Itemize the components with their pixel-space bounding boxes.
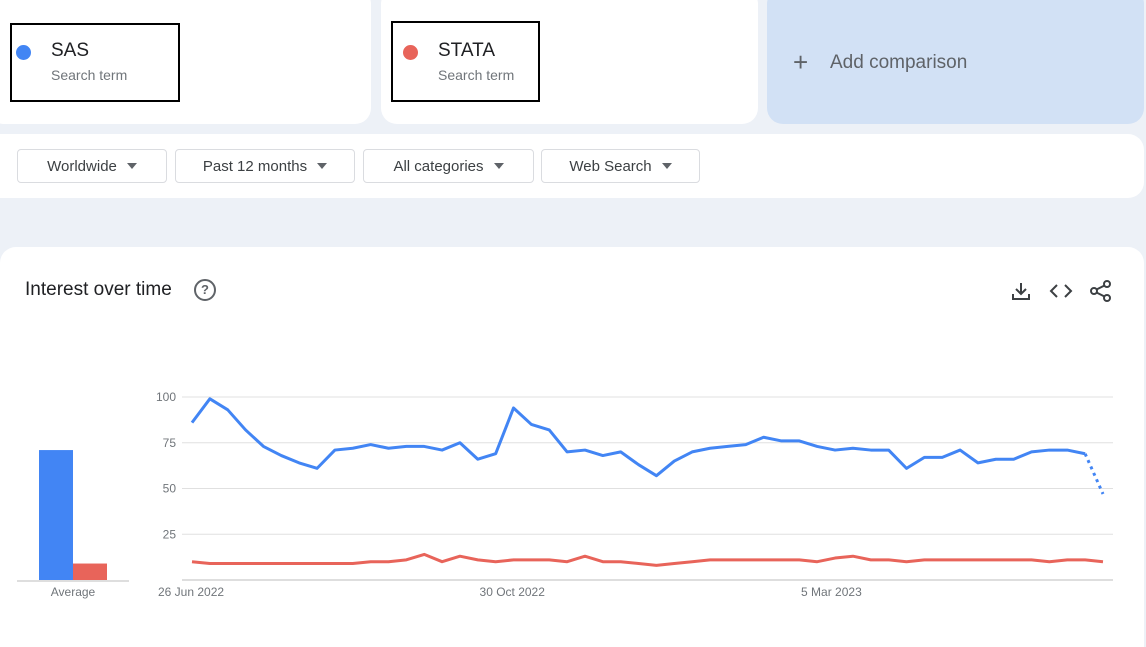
- section-title: Interest over time: [25, 279, 172, 300]
- caret-down-icon: [661, 163, 672, 169]
- download-icon[interactable]: [1009, 280, 1033, 302]
- term-subtitle-stata: Search term: [438, 67, 515, 83]
- filter-time-range[interactable]: Past 12 months: [175, 149, 355, 183]
- filter-region-label: Worldwide: [47, 157, 117, 175]
- caret-down-icon: [317, 163, 328, 169]
- term-subtitle-sas: Search term: [51, 67, 128, 83]
- term-name-stata[interactable]: STATA: [438, 40, 495, 61]
- term-box-sas: [10, 23, 180, 102]
- term-name-sas[interactable]: SAS: [51, 40, 90, 61]
- term-box-stata: [391, 21, 540, 102]
- filter-search-type[interactable]: Web Search: [541, 149, 700, 183]
- filter-search-type-label: Web Search: [569, 157, 652, 175]
- sas-color-dot-icon: [16, 45, 31, 60]
- help-icon[interactable]: ?: [194, 279, 216, 301]
- interest-over-time-panel: [0, 247, 1144, 647]
- term-card-sas[interactable]: [0, 0, 371, 124]
- caret-down-icon: [126, 163, 137, 169]
- filter-category-label: All categories: [393, 157, 484, 175]
- plus-icon[interactable]: +: [793, 47, 809, 77]
- filter-region[interactable]: Worldwide: [17, 149, 167, 183]
- add-comparison-card[interactable]: [767, 0, 1144, 124]
- term-card-stata[interactable]: [381, 0, 758, 124]
- embed-icon[interactable]: [1049, 280, 1073, 302]
- add-comparison-label[interactable]: Add comparison: [830, 52, 968, 73]
- share-icon[interactable]: [1089, 280, 1113, 302]
- caret-down-icon: [493, 163, 504, 169]
- filter-time-range-label: Past 12 months: [202, 157, 308, 175]
- stata-color-dot-icon: [403, 45, 418, 60]
- filter-category[interactable]: All categories: [363, 149, 534, 183]
